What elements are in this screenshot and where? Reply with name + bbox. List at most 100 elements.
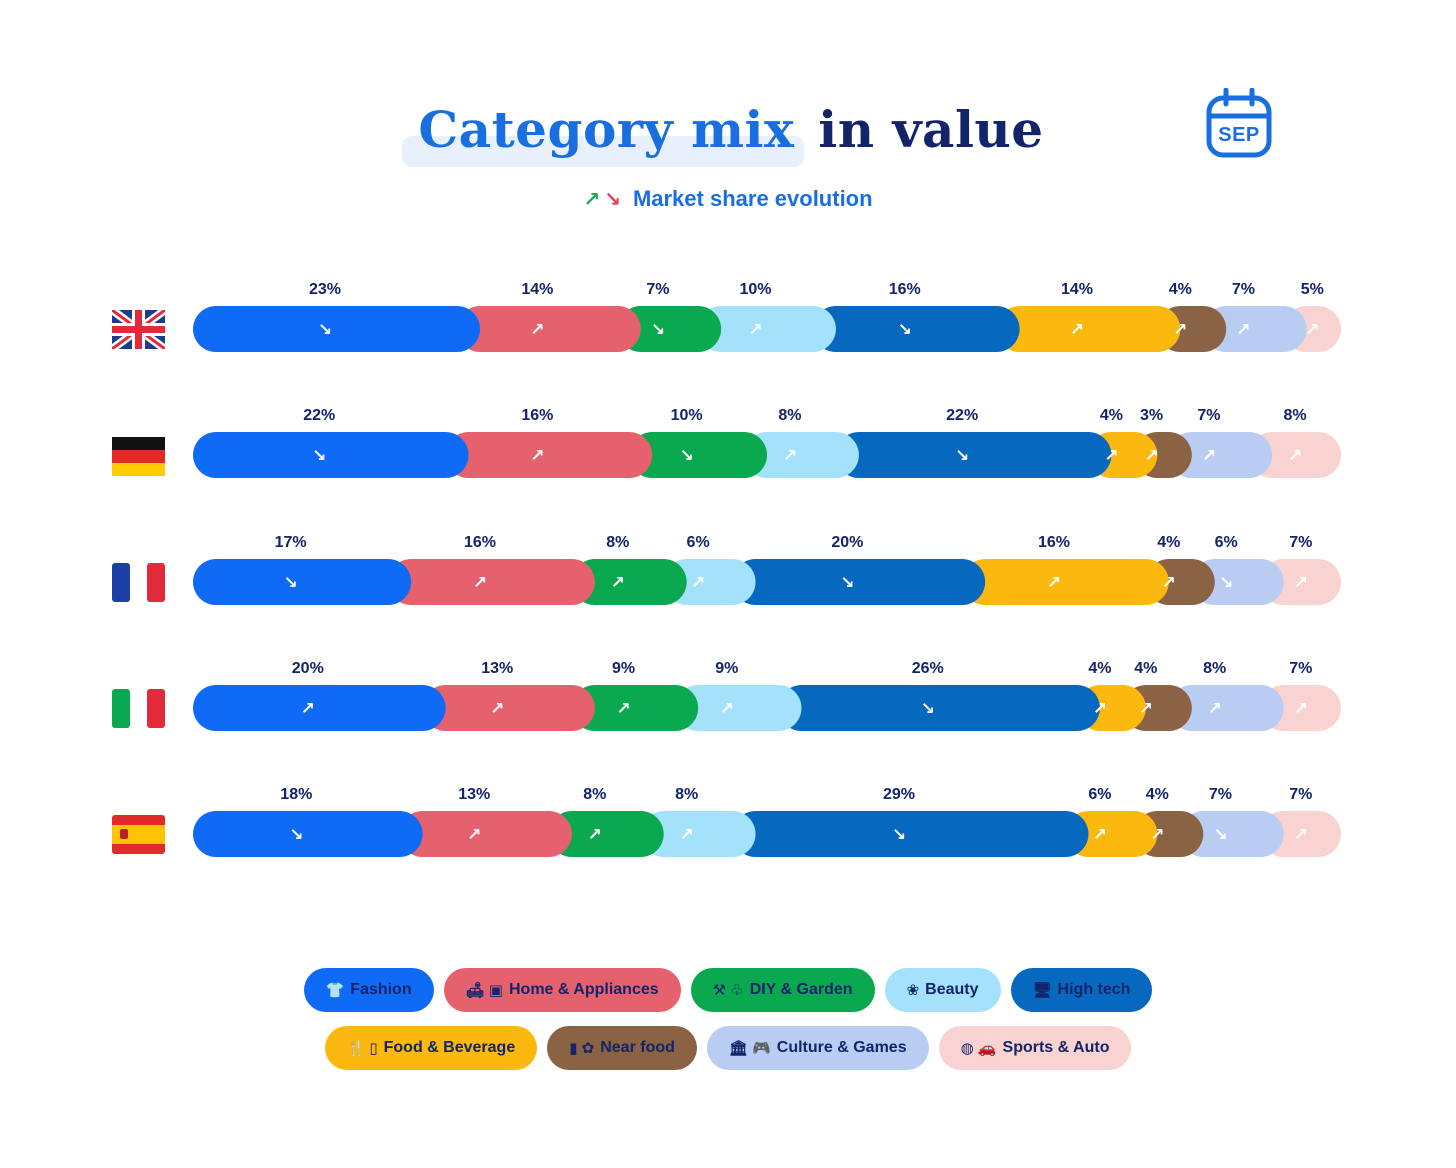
value-label: 26% <box>912 660 944 677</box>
bar-segment <box>1168 432 1273 478</box>
legend-label: DIY & Garden <box>749 981 853 998</box>
title-rest: in value <box>818 100 1044 159</box>
trend-up-arrow-icon: ↗ <box>1047 573 1061 593</box>
legend-category-icon: ❀ <box>906 982 920 999</box>
value-label: 22% <box>303 407 335 424</box>
bar-segment <box>1168 685 1284 731</box>
italy-flag-icon <box>112 689 165 728</box>
trend-down-icon: ↘ <box>604 189 621 211</box>
value-label: 14% <box>1061 281 1093 298</box>
trend-up-arrow-icon: ↗ <box>1294 825 1308 845</box>
value-label: 20% <box>292 660 324 677</box>
trend-up-arrow-icon: ↗ <box>473 573 487 593</box>
legend-label: Culture & Games <box>776 1039 907 1056</box>
trend-down-arrow-icon: ↘ <box>1213 825 1227 845</box>
bar-segment <box>571 559 687 605</box>
bar-segment <box>193 559 412 605</box>
value-label: 10% <box>740 281 772 298</box>
value-label: 8% <box>583 786 606 803</box>
legend-category-icon: 🛋 ▣ <box>465 982 503 999</box>
trend-down-arrow-icon: ↘ <box>318 320 332 340</box>
legend-item-food-beverage: 🍴 ▯ Food & Beverage <box>324 1026 538 1070</box>
bar-segment <box>1191 559 1284 605</box>
trend-up-arrow-icon: ↗ <box>588 825 602 845</box>
value-label: 16% <box>521 407 553 424</box>
value-label: 29% <box>883 786 915 803</box>
trend-up-arrow-icon: ↗ <box>467 825 481 845</box>
month-label: SEP <box>1218 124 1260 146</box>
subtitle-text: Market share evolution <box>632 186 873 211</box>
bar-segment <box>732 559 986 605</box>
trend-up-arrow-icon: ↗ <box>611 573 625 593</box>
value-label: 8% <box>1284 407 1307 424</box>
bar-row-germany: 22% ↘ 16% ↗ 10% ↘ 8% ↗ 22% ↘ 4% ↗ 3% ↗ 7% ↗ 8% ↗ <box>193 407 1341 478</box>
value-label: 7% <box>1289 660 1312 677</box>
bar-segment <box>812 306 1020 352</box>
legend-row-2: 🍴 ▯ Food & Beverage ▮ ✿ Near food 🏛 🎮 Culture… <box>0 1026 1456 1070</box>
value-label: 7% <box>1232 281 1255 298</box>
bar-segment <box>1260 811 1341 857</box>
value-label: 8% <box>675 786 698 803</box>
uk-flag-icon <box>112 310 165 349</box>
value-label: 17% <box>275 534 307 551</box>
value-label: 4% <box>1169 281 1192 298</box>
value-label: 7% <box>646 281 669 298</box>
trend-down-arrow-icon: ↘ <box>898 320 912 340</box>
legend-label: Sports & Auto <box>1002 1039 1110 1056</box>
bar-segment <box>1260 559 1341 605</box>
legend-label: Beauty <box>925 981 979 998</box>
bar-segment <box>778 685 1100 731</box>
trend-up-arrow-icon: ↗ <box>748 320 762 340</box>
bar-row-spain: 18% ↘ 13% ↗ 8% ↗ 8% ↗ 29% ↘ 6% ↗ 4% ↗ 7% ↘ 7% ↗ <box>193 786 1341 857</box>
trend-up-arrow-icon: ↗ <box>1236 320 1250 340</box>
value-label: 7% <box>1209 786 1232 803</box>
trend-up-arrow-icon: ↗ <box>1162 573 1176 593</box>
spain-flag-icon <box>112 815 165 854</box>
legend-label: Near food <box>600 1039 675 1056</box>
trend-down-arrow-icon: ↘ <box>283 573 297 593</box>
legend-item-high-tech: 🖥 High tech <box>1010 968 1153 1012</box>
legend-item-diy-garden: ⚒ ♧ DIY & Garden <box>690 968 875 1012</box>
trend-up-arrow-icon: ↗ <box>490 699 504 719</box>
value-label: 18% <box>280 786 312 803</box>
value-label: 4% <box>1146 786 1169 803</box>
bar-segment <box>193 432 469 478</box>
value-label: 8% <box>778 407 801 424</box>
trend-up-arrow-icon: ↗ <box>1202 446 1216 466</box>
legend-category-icon: 🏛 🎮 <box>728 1040 771 1057</box>
bar-segment <box>663 559 756 605</box>
legend-label: Fashion <box>350 981 412 998</box>
france-flag-icon <box>112 563 165 602</box>
value-label: 4% <box>1100 407 1123 424</box>
bar-segment <box>445 432 653 478</box>
bar-segment <box>744 432 859 478</box>
value-label: 8% <box>1203 660 1226 677</box>
bar-segment <box>732 811 1089 857</box>
value-label: 4% <box>1088 660 1111 677</box>
trend-up-arrow-icon: ↗ <box>1294 573 1308 593</box>
trend-up-arrow-icon: ↗ <box>530 320 544 340</box>
legend-label: High tech <box>1057 981 1131 998</box>
value-label: 16% <box>889 281 921 298</box>
trend-up-arrow-icon: ↗ <box>1288 446 1302 466</box>
trend-up-arrow-icon: ↗ <box>301 699 315 719</box>
bar-segment <box>548 811 664 857</box>
bar-segment <box>1180 811 1284 857</box>
value-label: 10% <box>671 407 703 424</box>
bar-segment <box>1249 432 1341 478</box>
bar-segment <box>1260 685 1341 731</box>
trend-up-arrow-icon: ↗ <box>1093 825 1107 845</box>
value-label: 22% <box>946 407 978 424</box>
legend-category-icon: 👕 <box>325 982 345 999</box>
bar-segment <box>457 306 641 352</box>
value-label: 23% <box>309 281 341 298</box>
legend-category-icon: ⚒ ♧ <box>712 982 744 999</box>
trend-up-arrow-icon: ↗ <box>1208 699 1222 719</box>
value-label: 7% <box>1197 407 1220 424</box>
trend-up-arrow-icon: ↗ <box>1093 699 1107 719</box>
value-label: 7% <box>1289 534 1312 551</box>
value-label: 16% <box>464 534 496 551</box>
trend-up-arrow-icon: ↗ <box>1070 320 1084 340</box>
trend-down-arrow-icon: ↘ <box>1219 573 1233 593</box>
chart-subtitle: ↗ ↘ Market share evolution <box>0 186 1456 212</box>
